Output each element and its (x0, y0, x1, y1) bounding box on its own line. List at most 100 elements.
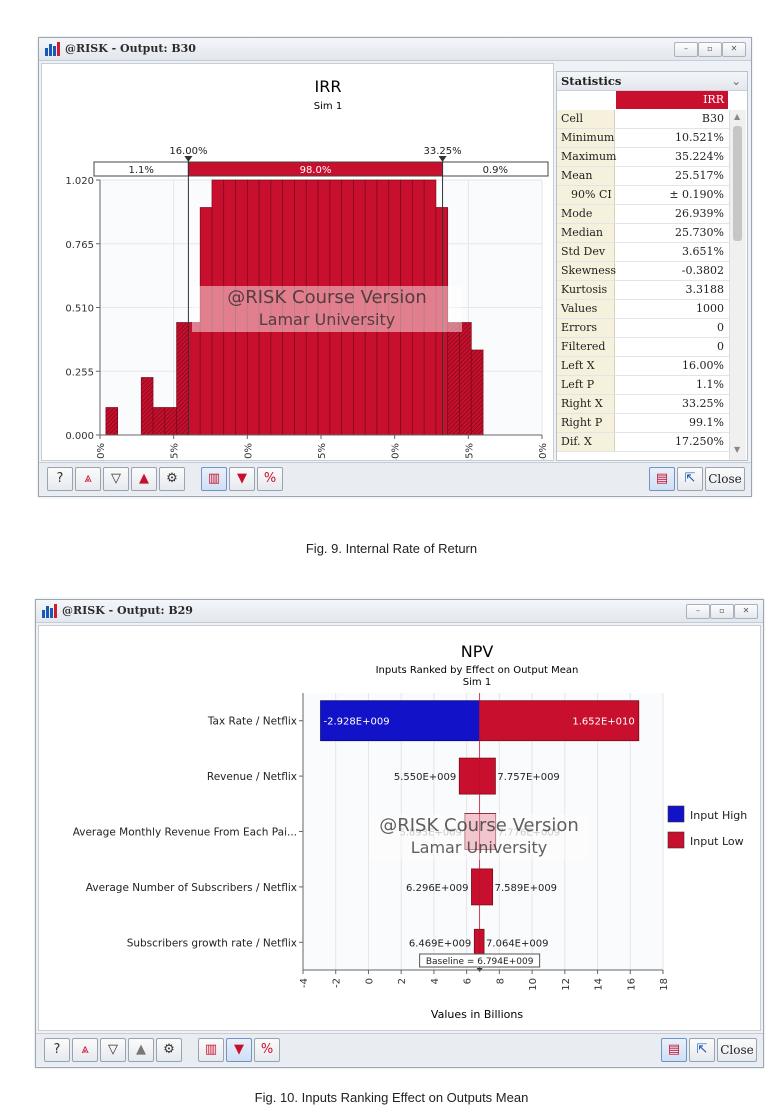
bar-value-label: 5.550E+009 (394, 772, 456, 783)
filter-button[interactable]: ▽ (100, 1038, 126, 1062)
bar-value-label: 5.893E+009 (399, 828, 461, 839)
statistics-row: Std Dev 3.651% (557, 243, 729, 262)
statistics-row: Minimum 10.521% (557, 129, 729, 148)
legend-swatch (667, 831, 685, 849)
chevron-down-icon[interactable]: ⌄ (731, 74, 741, 88)
statistic-value: 25.730% (675, 226, 724, 239)
category-label: Tax Rate / Netflix (207, 716, 297, 728)
statistic-value: 10.521% (675, 131, 724, 144)
help-button[interactable]: ? (47, 467, 73, 491)
fit-button[interactable]: ⩓ (72, 1038, 98, 1062)
statistics-header[interactable]: Statistics ⌄ (557, 72, 747, 91)
export-button[interactable]: ⇱ (689, 1038, 715, 1062)
statistic-value: 1000 (696, 302, 724, 315)
category-label: Average Monthly Revenue From Each Pai... (73, 827, 297, 839)
x-tick-label: 12 (561, 978, 572, 991)
bar-value-label: -2.928E+009 (324, 717, 390, 728)
baseline-label: Baseline = 6.794E+009 (426, 957, 534, 967)
x-tick-label: 25% (317, 443, 328, 460)
export-icon: ⇱ (684, 471, 696, 486)
histogram-bar (447, 322, 460, 436)
figure-caption-10: Fig. 10. Inputs Ranking Effect on Output… (254, 1090, 529, 1105)
fit-button[interactable]: ⩓ (75, 467, 101, 491)
statistics-row: Right X 33.25% (557, 395, 729, 414)
overlay-button[interactable]: ▲ (131, 467, 157, 491)
statistics-row: Maximum 35.224% (557, 148, 729, 167)
tornado-bar-input-low (479, 928, 485, 956)
close-button[interactable]: Close (717, 1038, 757, 1062)
delimiter-handle (438, 156, 447, 162)
overlay-icon: ▲ (136, 1042, 146, 1057)
overlay-icon: ▲ (139, 471, 149, 486)
scenario-button[interactable]: % (257, 467, 283, 491)
statistics-row: Right P 99.1% (557, 414, 729, 433)
scroll-up-icon[interactable]: ▲ (734, 112, 741, 121)
settings-icon: ⚙ (163, 1042, 175, 1057)
distribution-fit-icon: ⩓ (81, 1042, 89, 1057)
histogram-chart-area: IRR Sim 1 0.000 0.255 0.510 0.765 1.020 10% 15… (41, 63, 554, 461)
statistic-label: Std Dev (557, 243, 615, 261)
window-title: @RISK - Output: B29 (62, 604, 193, 617)
filter-icon: ▽ (108, 1042, 118, 1057)
y-tick-label: 0.000 (65, 431, 94, 442)
figure-caption-9: Fig. 9. Internal Rate of Return (305, 541, 478, 556)
watermark-line-1: @RISK Course Version (379, 815, 579, 836)
export-button[interactable]: ⇱ (677, 467, 703, 491)
close-window-button[interactable]: ✕ (722, 42, 746, 57)
delimiter-label: 33.25% (423, 146, 461, 157)
settings-button[interactable]: ⚙ (156, 1038, 182, 1062)
x-tick-label: 2 (397, 978, 408, 984)
statistics-scrollbar[interactable]: ▲ ▼ (729, 110, 746, 460)
close-button[interactable]: Close (705, 467, 745, 491)
x-tick-label: -2 (332, 978, 343, 988)
tornado-bar-input-high (458, 757, 481, 795)
statistics-row: Dif. X 17.250% (557, 433, 729, 452)
y-tick-label: 0.510 (65, 304, 94, 315)
x-tick-label: 40% (538, 443, 549, 460)
x-tick-label: 10% (96, 443, 107, 460)
legend-swatch (667, 805, 685, 823)
scroll-thumb[interactable] (733, 126, 742, 241)
statistics-row: Kurtosis 3.3188 (557, 281, 729, 300)
notes-button[interactable]: ▤ (661, 1038, 687, 1062)
window-titlebar[interactable]: @RISK - Output: B30 – ▫ ✕ (39, 38, 751, 61)
histogram-icon: ▥ (207, 471, 221, 486)
overlay-button[interactable]: ▲ (128, 1038, 154, 1062)
minimize-button[interactable]: – (686, 604, 710, 619)
x-tick-label: 20% (243, 443, 254, 460)
statistic-label: Median (557, 224, 615, 242)
percent-icon: % (263, 471, 277, 486)
bar-value-label: 7.589E+009 (495, 883, 557, 894)
statistic-label: Right P (557, 414, 615, 432)
window-toolbar: ? ⩓ ▽ ▲ ⚙ ▥ ▼ % ▤ ⇱ Close (36, 1033, 763, 1066)
tornado-button[interactable]: ▼ (226, 1038, 252, 1062)
histogram-bar (164, 407, 177, 436)
notes-button[interactable]: ▤ (649, 467, 675, 491)
statistics-title: Statistics (561, 74, 622, 88)
close-window-button[interactable]: ✕ (734, 604, 758, 619)
filter-button[interactable]: ▽ (103, 467, 129, 491)
maximize-button[interactable]: ▫ (710, 604, 734, 619)
window-toolbar: ? ⩓ ▽ ▲ ⚙ ▥ ▼ % ▤ ⇱ Close (39, 462, 751, 495)
output-window-npv: @RISK - Output: B29 – ▫ ✕ NPV Inputs Ran… (35, 599, 764, 1068)
minimize-button[interactable]: – (674, 42, 698, 57)
statistics-row: Errors 0 (557, 319, 729, 338)
histogram-button[interactable]: ▥ (201, 467, 227, 491)
statistic-value: 3.651% (682, 245, 724, 258)
statistic-label: Kurtosis (557, 281, 615, 299)
y-tick-label: 0.765 (65, 240, 94, 251)
statistic-value: 33.25% (682, 397, 724, 410)
scroll-down-icon[interactable]: ▼ (734, 445, 741, 454)
comment-icon: ▤ (667, 1042, 681, 1057)
help-button[interactable]: ? (44, 1038, 70, 1062)
x-tick-label: 16 (626, 978, 637, 991)
window-titlebar[interactable]: @RISK - Output: B29 – ▫ ✕ (36, 600, 763, 623)
histogram-button[interactable]: ▥ (198, 1038, 224, 1062)
histogram-bar (188, 322, 201, 436)
tornado-button[interactable]: ▼ (229, 467, 255, 491)
chart-subtitle: Sim 1 (314, 101, 342, 112)
scenario-button[interactable]: % (254, 1038, 280, 1062)
settings-button[interactable]: ⚙ (159, 467, 185, 491)
maximize-button[interactable]: ▫ (698, 42, 722, 57)
category-label: Average Number of Subscribers / Netflix (86, 882, 297, 894)
